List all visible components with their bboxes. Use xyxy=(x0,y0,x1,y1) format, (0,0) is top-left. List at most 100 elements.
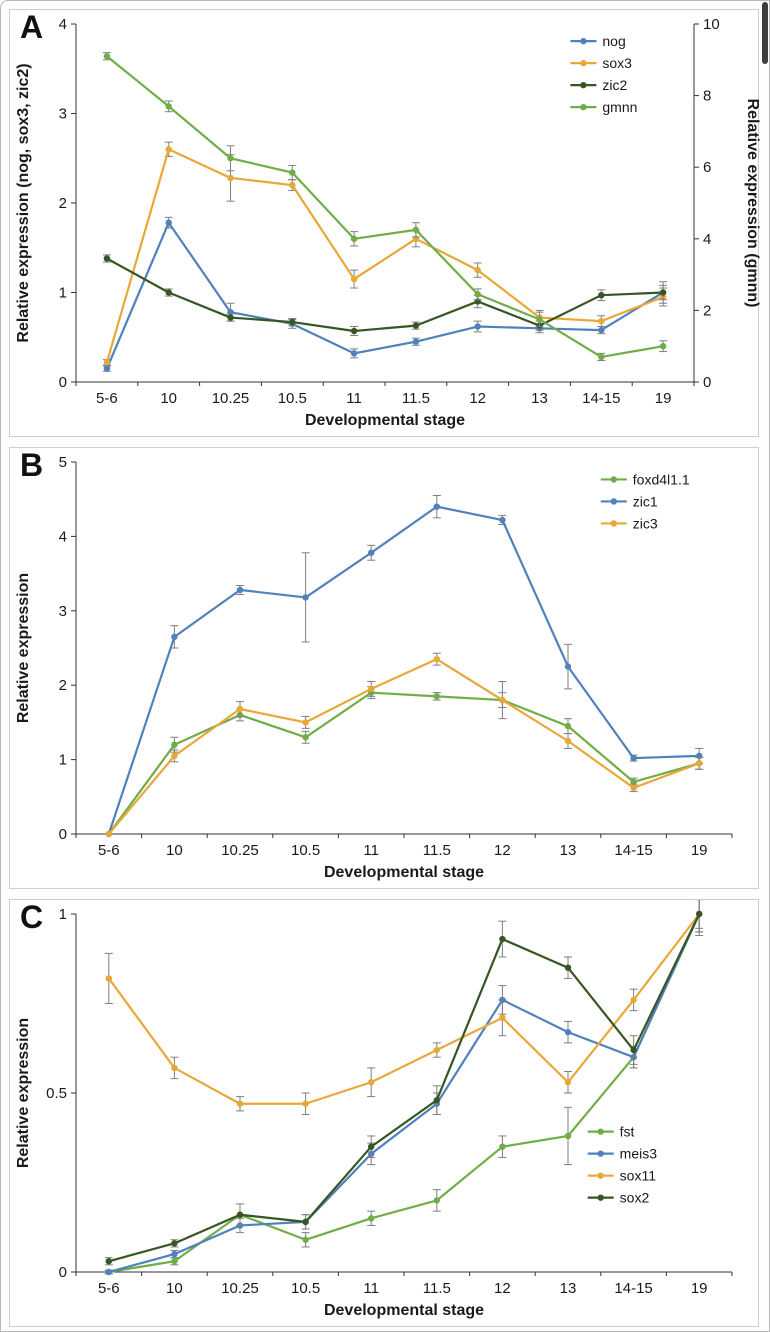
x-tick-label: 10 xyxy=(166,1280,183,1297)
data-point xyxy=(171,633,178,641)
data-point xyxy=(350,327,358,335)
x-tick-label: 11.5 xyxy=(423,842,451,859)
panel-b-label: B xyxy=(20,447,44,483)
data-point xyxy=(368,1079,375,1086)
error-bars-zic3 xyxy=(170,652,704,793)
x-tick-label: 10.5 xyxy=(291,1280,320,1297)
x-tick-label: 10.25 xyxy=(221,1280,259,1297)
y-tick-label: 3 xyxy=(59,603,67,620)
x-tick-label: 11 xyxy=(346,390,362,407)
data-point xyxy=(165,146,172,153)
x-tick-label: 11 xyxy=(363,1280,379,1297)
data-point xyxy=(350,235,358,242)
figure-panels: A 0 1 2 3 4 0 2 4 6 8 10 5-6 10 10.25 10.5 11 11.5 12 13 14… xyxy=(9,9,761,1327)
data-point xyxy=(236,1211,244,1218)
data-point xyxy=(564,1079,572,1086)
series-zic3 xyxy=(105,652,704,838)
x-tick-label: 11.5 xyxy=(402,390,430,407)
data-point xyxy=(499,1143,506,1150)
legend-label: zic1 xyxy=(633,493,658,509)
y-tick-label: 1 xyxy=(59,752,67,769)
legend-label: gmnn xyxy=(602,99,637,115)
data-point xyxy=(564,663,572,670)
series-sox2 xyxy=(104,892,704,1266)
data-point xyxy=(227,314,234,321)
x-tick-label: 12 xyxy=(494,1280,511,1297)
data-point xyxy=(598,317,605,325)
y-tick-label: 1 xyxy=(59,906,67,923)
y-axis-title: Relative expression xyxy=(15,573,32,723)
data-point xyxy=(103,359,111,366)
data-point xyxy=(171,752,178,760)
data-point xyxy=(302,734,309,741)
y-axis-title: Relative expression (nog, sox3, zic2) xyxy=(15,63,32,342)
data-point xyxy=(302,1218,309,1226)
data-point xyxy=(412,338,420,345)
data-point xyxy=(499,696,506,704)
y2-tick-label: 10 xyxy=(703,16,720,33)
data-point xyxy=(564,964,572,971)
axes xyxy=(71,23,699,386)
x-tick-label: 10 xyxy=(160,390,177,407)
legend-label: nog xyxy=(602,33,625,49)
axes xyxy=(71,913,733,1276)
panel-a-label: A xyxy=(20,9,44,45)
x-tick-label: 14-15 xyxy=(582,390,620,407)
legend-label: zic3 xyxy=(633,515,658,531)
scrollbar-thumb[interactable] xyxy=(762,2,768,64)
data-point xyxy=(302,1100,309,1107)
data-point xyxy=(433,1197,440,1204)
legend-label: sox3 xyxy=(602,55,632,71)
x-tick-label: 14-15 xyxy=(614,842,652,859)
series-sox11 xyxy=(104,895,704,1115)
data-point xyxy=(103,255,111,262)
data-point xyxy=(696,910,703,918)
scrollbar[interactable] xyxy=(761,1,769,1331)
error-bars-sox3 xyxy=(102,141,668,366)
data-point xyxy=(368,685,375,693)
legend-label: zic2 xyxy=(602,77,627,93)
error-bars-zic1 xyxy=(170,494,704,764)
y-tick-label: 1 xyxy=(59,285,67,302)
y-tick-label: 3 xyxy=(59,106,67,123)
data-point xyxy=(412,322,420,329)
y2-tick-label: 0 xyxy=(703,374,711,391)
data-point xyxy=(302,719,309,726)
data-point xyxy=(289,169,296,176)
x-tick-label: 10.5 xyxy=(291,842,320,859)
y-tick-label: 2 xyxy=(59,677,67,694)
y-tick-label: 4 xyxy=(59,16,67,33)
data-point xyxy=(630,754,637,762)
data-point xyxy=(474,291,481,298)
data-point xyxy=(171,1250,178,1258)
panel-c: C 0 0.5 1 5-6 10 10.25 10.5 11 11.5 12 13 14-15 19 De… xyxy=(9,892,759,1327)
data-point xyxy=(350,350,358,357)
data-point xyxy=(105,830,113,838)
legend-label: foxd4l1.1 xyxy=(633,471,690,487)
error-bars-meis3 xyxy=(104,895,704,1275)
x-tick-label: 13 xyxy=(560,842,577,859)
data-point xyxy=(499,935,506,943)
y-tick-label: 4 xyxy=(59,528,67,545)
data-point xyxy=(474,266,481,274)
data-point xyxy=(227,155,234,162)
legend-label: fst xyxy=(620,1124,635,1140)
x-tick-label: 5-6 xyxy=(98,1280,120,1297)
data-point xyxy=(302,1236,309,1243)
data-point xyxy=(659,343,667,350)
y2-tick-label: 8 xyxy=(703,88,711,105)
data-point xyxy=(236,1100,244,1107)
series-zic1 xyxy=(105,494,704,838)
data-point xyxy=(696,760,703,767)
data-point xyxy=(474,323,481,330)
x-tick-label: 10.25 xyxy=(221,842,259,859)
x-tick-label: 11.5 xyxy=(423,1280,451,1297)
y2-axis-title: Relative expression (gmnn) xyxy=(744,99,760,308)
x-tick-label: 5-6 xyxy=(98,842,120,859)
series-sox3 xyxy=(102,141,668,366)
axes xyxy=(71,461,733,838)
x-tick-label: 12 xyxy=(494,842,511,859)
series-zic2 xyxy=(102,254,668,336)
